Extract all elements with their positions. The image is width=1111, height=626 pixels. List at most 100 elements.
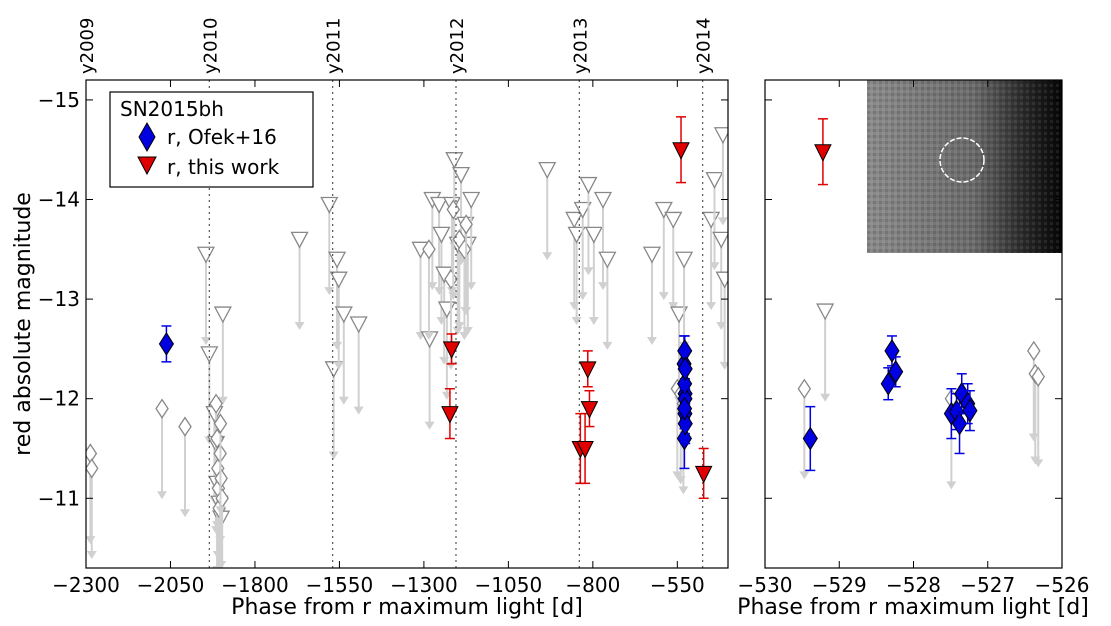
upper-limit-triangle (290, 231, 309, 249)
upper-limit-arrowhead (200, 336, 211, 345)
x-tick-label: −1050 (475, 573, 543, 597)
upper-limit-arrowhead (333, 361, 344, 370)
upper-limit-diamond (422, 239, 436, 260)
upper-limit-triangle (654, 201, 673, 219)
upper-limit-triangle (713, 127, 728, 145)
data-point-diamond (888, 359, 904, 384)
x-tick-label: −2300 (52, 573, 120, 597)
upper-limit-triangle (451, 166, 471, 184)
upper-limit-arrowhead (157, 491, 168, 500)
data-point-triangle (441, 406, 459, 424)
x-tick-label: −529 (812, 573, 867, 597)
upper-limit-arrowhead (658, 292, 669, 301)
upper-limit-arrowhead (709, 262, 720, 271)
x-tick-label: −530 (738, 573, 793, 597)
upper-limit-arrowhead (583, 267, 594, 276)
upper-limit-triangle (712, 231, 728, 249)
upper-limit-arrowhead (434, 287, 445, 296)
upper-limit-diamond (446, 199, 461, 220)
data-point-diamond (158, 331, 175, 356)
upper-limit-arrowhead (597, 282, 608, 291)
upper-limit-arrowhead (706, 302, 717, 311)
year-label: y2010 (200, 18, 221, 74)
upper-limit-triangle (816, 303, 835, 321)
upper-limit-arrowhead (454, 322, 465, 330)
upper-limit-arrowhead (353, 406, 364, 415)
upper-limit-diamond (459, 214, 473, 235)
data-point-diamond (677, 356, 693, 381)
upper-limit-triangle (567, 226, 586, 244)
upper-limit-arrowhead (86, 536, 96, 545)
upper-limit-arrowhead (820, 393, 831, 402)
upper-limit-triangle (584, 226, 603, 244)
upper-limit-arrowhead (542, 252, 553, 261)
upper-limit-arrowhead (424, 421, 435, 430)
upper-limit-triangle (573, 201, 592, 219)
upper-limit-arrowhead (588, 317, 599, 326)
upper-limit-arrowhead (946, 481, 957, 490)
upper-limit-triangle (565, 211, 584, 229)
data-point-diamond (951, 411, 968, 436)
right-x-axis-label: Phase from r maximum light [d] (737, 595, 1089, 620)
upper-limit-arrowhead (448, 292, 459, 301)
right-panel: −530 −529 −528 −527 −526 Phase from r maximu… (737, 79, 1089, 620)
upper-limit-arrowhead (423, 331, 434, 340)
upper-limit-arrowhead (461, 307, 472, 316)
upper-limit-arrowhead (446, 287, 457, 296)
upper-limit-triangle (432, 226, 451, 244)
upper-limit-arrowhead (678, 486, 689, 495)
upper-limit-triangle (642, 246, 662, 264)
data-point-diamond (880, 371, 896, 396)
upper-limit-triangle (664, 211, 683, 229)
x-tick-label: −800 (565, 573, 620, 597)
upper-limit-triangle (196, 246, 216, 264)
upper-limit-triangle (445, 152, 464, 170)
y-tick-label: −12 (38, 387, 80, 411)
data-point-triangle (694, 465, 713, 484)
data-point-diamond (962, 398, 978, 423)
upper-limit-arrowhead (571, 317, 582, 326)
upper-limit-triangle (702, 211, 721, 229)
upper-limit-diamond (1027, 340, 1041, 362)
data-point-triangle (672, 142, 690, 160)
year-label: y2014 (694, 18, 715, 74)
upper-limit-diamond (178, 416, 192, 437)
data-point-triangle (576, 440, 594, 459)
upper-limit-arrowhead (717, 217, 728, 226)
upper-limit-triangle (598, 251, 617, 269)
legend: SN2015bh r, Ofek+16 r, this work (109, 91, 314, 188)
upper-limit-triangle (593, 191, 613, 209)
x-tick-label: −2050 (137, 573, 205, 597)
upper-limit-diamond (209, 393, 223, 414)
upper-limit-arrowhead (217, 396, 228, 405)
left-panel: y2009 y2010 y2011 y2012 y2013 y2014 −2300 −205… (11, 18, 729, 620)
year-label: y2013 (570, 18, 591, 74)
y-tick-label: −11 (38, 486, 80, 510)
upper-limit-arrowhead (215, 506, 226, 515)
upper-limit-arrowhead (86, 551, 97, 560)
upper-limit-diamond (155, 398, 169, 419)
upper-limit-triangle (327, 251, 347, 269)
legend-diamond-marker (138, 121, 156, 153)
data-point-triangle (814, 144, 832, 162)
y-tick-label: −13 (38, 287, 80, 311)
upper-limit-diamond (797, 378, 812, 399)
legend-entry-this-work: r, this work (167, 155, 280, 179)
upper-limit-triangle (462, 191, 481, 209)
x-tick-label: −1550 (306, 573, 374, 597)
upper-limit-triangle (320, 196, 339, 214)
x-tick-label: −1800 (221, 573, 289, 597)
upper-limit-arrowhead (459, 331, 470, 340)
upper-limit-arrowhead (328, 451, 339, 460)
sky-cutout-circle (939, 137, 985, 183)
upper-limit-triangle (329, 271, 348, 289)
y-axis-label: red absolute magnitude (11, 192, 36, 456)
data-point-diamond (884, 338, 900, 363)
upper-limit-diamond (86, 458, 99, 479)
upper-limit-triangle (579, 176, 598, 194)
x-tick-label: −527 (960, 573, 1015, 597)
legend-triangle-marker (137, 156, 157, 176)
upper-limit-arrowhead (216, 561, 227, 568)
left-plot-frame (85, 79, 729, 569)
